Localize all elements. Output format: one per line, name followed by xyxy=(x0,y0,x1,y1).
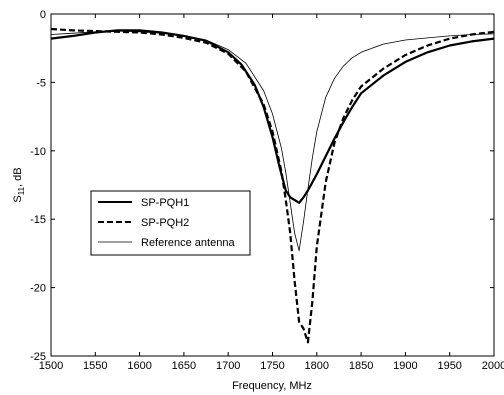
x-tick-label: 1500 xyxy=(39,360,63,372)
x-tick-label: 1850 xyxy=(349,360,373,372)
x-tick-label: 1650 xyxy=(172,360,196,372)
legend-label-sp-pqh2: SP-PQH2 xyxy=(141,217,189,229)
x-axis-label: Frequency, MHz xyxy=(232,380,312,392)
series-lines xyxy=(50,27,495,344)
y-axis-label-sub: 11 xyxy=(17,186,26,195)
series-line-reference-antenna xyxy=(50,30,495,252)
plot-area xyxy=(50,13,495,357)
x-tick-label: 1900 xyxy=(393,360,417,372)
x-tick-label: 1550 xyxy=(83,360,107,372)
y-tick-label: 0 xyxy=(40,9,46,21)
y-tick-label: -10 xyxy=(30,146,46,158)
y-axis-label-main: S xyxy=(12,195,24,202)
legend: SP-PQH1 SP-PQH2 Reference antenna xyxy=(90,190,251,256)
series-line-sp-pqh1 xyxy=(50,29,495,204)
y-axis-label: S11, dB xyxy=(12,167,26,202)
y-tick-label: -15 xyxy=(30,214,46,226)
legend-label-reference-antenna: Reference antenna xyxy=(141,237,235,249)
y-tick-label: -5 xyxy=(36,77,46,89)
x-tick-label: 1700 xyxy=(216,360,240,372)
x-tick-label: 1600 xyxy=(127,360,151,372)
x-tick-label: 1750 xyxy=(260,360,284,372)
series-line-sp-pqh2 xyxy=(50,27,495,344)
y-tick-label: -20 xyxy=(30,283,46,295)
y-axis-label-rest: , dB xyxy=(12,167,24,187)
x-tick-label: 1800 xyxy=(305,360,329,372)
axis-ticks: 1500 1550 1600 1650 1700 1750 1800 1850 1900 1950… xyxy=(30,9,504,372)
x-tick-label: 1950 xyxy=(437,360,461,372)
legend-label-sp-pqh1: SP-PQH1 xyxy=(141,197,189,209)
x-tick-label: 2000 xyxy=(482,360,504,372)
y-tick-label: -25 xyxy=(30,351,46,363)
